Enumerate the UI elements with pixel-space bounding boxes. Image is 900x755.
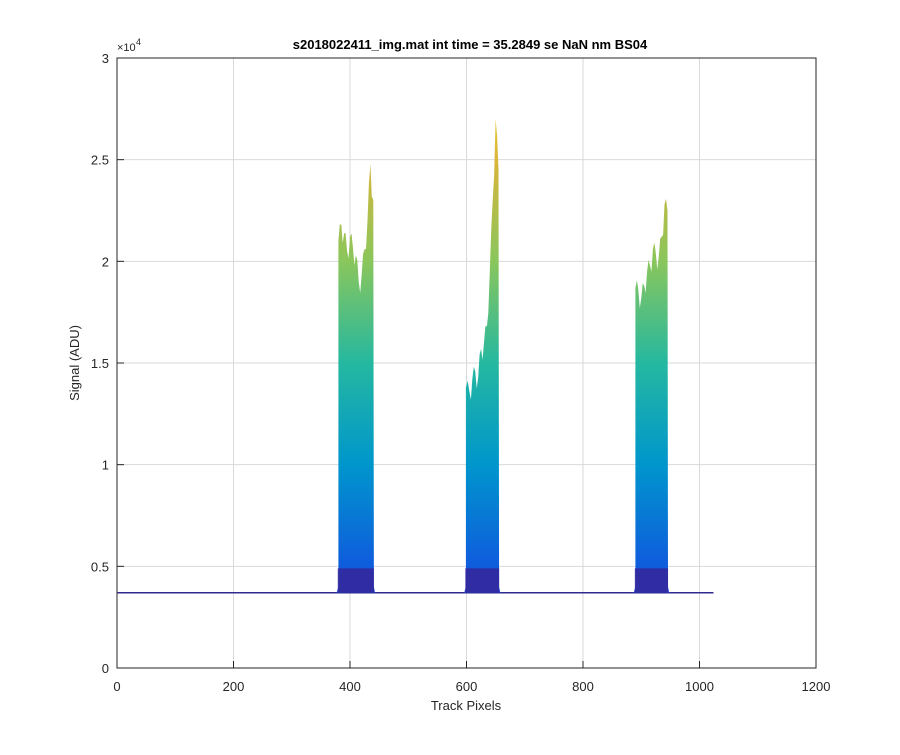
y-exponent-power: 4 — [136, 37, 141, 47]
x-tick-label: 800 — [572, 679, 594, 694]
peak-3 — [633, 198, 670, 593]
peak-2 — [464, 119, 501, 593]
peak-base-band — [634, 568, 669, 593]
y-tick-label: 3 — [102, 51, 109, 66]
peak-base-band — [337, 568, 374, 593]
x-tick-label: 0 — [113, 679, 120, 694]
data-layer — [117, 119, 714, 594]
x-axis-label: Track Pixels — [431, 698, 502, 713]
y-exponent-base: ×10 — [117, 42, 136, 54]
peak-1 — [336, 163, 375, 593]
ticks: 0 200 400 600 800 1000 1200 0 0.5 1 1.5 2 2.5 3 — [91, 51, 831, 694]
x-tick-label: 400 — [339, 679, 361, 694]
chart-title: s2018022411_img.mat int time = 35.2849 s… — [293, 37, 648, 52]
y-tick-label: 2.5 — [91, 153, 109, 168]
peak-base-band — [465, 568, 500, 593]
y-tick-label: 1 — [102, 458, 109, 473]
y-tick-label: 0.5 — [91, 559, 109, 574]
x-tick-label: 1200 — [802, 679, 831, 694]
y-axis-label: Signal (ADU) — [67, 325, 82, 401]
y-exponent-label: ×10 4 — [117, 37, 141, 54]
x-tick-label: 1000 — [685, 679, 714, 694]
y-tick-label: 2 — [102, 254, 109, 269]
y-tick-label: 1.5 — [91, 356, 109, 371]
x-tick-label: 600 — [456, 679, 478, 694]
x-tick-label: 200 — [223, 679, 245, 694]
y-tick-label: 0 — [102, 661, 109, 676]
